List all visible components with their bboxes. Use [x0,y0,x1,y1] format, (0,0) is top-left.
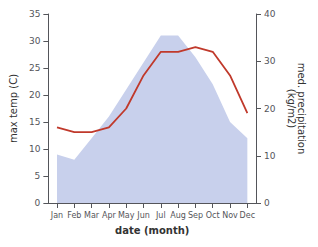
svg-text:10: 10 [29,144,41,154]
svg-text:Feb: Feb [67,211,81,220]
svg-text:20: 20 [29,90,41,100]
svg-text:Aug: Aug [170,211,186,220]
svg-text:Oct: Oct [206,211,220,220]
svg-text:Nov: Nov [222,211,238,220]
svg-text:20: 20 [264,104,276,114]
svg-text:10: 10 [264,151,276,161]
svg-text:May: May [118,211,135,220]
svg-text:Jan: Jan [50,211,63,220]
svg-text:max temp (C): max temp (C) [8,74,19,143]
svg-text:med. precipitation: med. precipitation [295,62,307,155]
svg-text:5: 5 [35,171,41,181]
svg-text:25: 25 [29,63,40,73]
svg-text:Apr: Apr [102,211,117,220]
svg-text:date (month): date (month) [115,225,189,236]
svg-text:0: 0 [264,198,270,208]
svg-text:Mar: Mar [84,211,100,220]
svg-text:0: 0 [35,198,41,208]
svg-text:Jun: Jun [136,211,150,220]
svg-text:35: 35 [29,9,40,19]
svg-text:Dec: Dec [240,211,255,220]
svg-text:30: 30 [29,36,41,46]
svg-text:Sep: Sep [188,211,203,220]
svg-text:40: 40 [264,9,276,19]
svg-text:Jul: Jul [155,211,166,220]
svg-text:(kg/m2): (kg/m2) [286,89,297,129]
svg-text:15: 15 [29,117,40,127]
svg-text:30: 30 [264,56,276,66]
